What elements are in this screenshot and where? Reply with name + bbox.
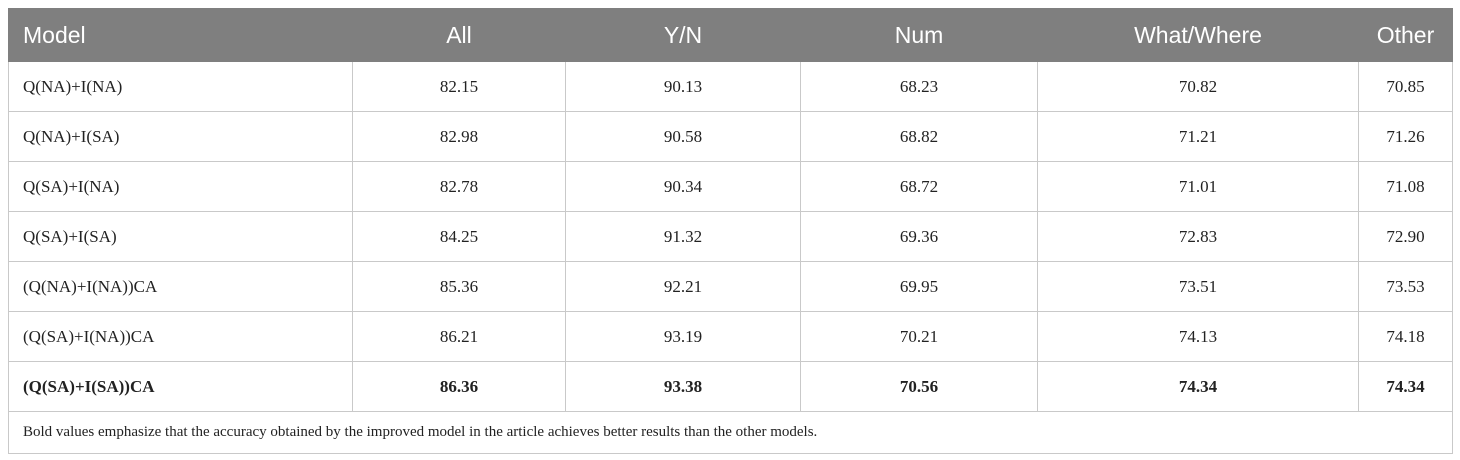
column-header: All: [352, 8, 566, 62]
model-cell: Q(SA)+I(NA): [8, 161, 353, 212]
value-cell: 69.95: [800, 261, 1038, 312]
value-cell: 72.83: [1037, 211, 1359, 262]
value-cell: 82.15: [352, 61, 566, 112]
column-header: Model: [8, 8, 353, 62]
table-row: Q(SA)+I(NA) 82.78 90.34 68.72 71.01 71.08: [8, 161, 1453, 212]
value-cell: 68.82: [800, 111, 1038, 162]
value-cell: 84.25: [352, 211, 566, 262]
table-row: (Q(NA)+I(NA))CA 85.36 92.21 69.95 73.51 73.53: [8, 261, 1453, 312]
value-cell: 86.36: [352, 361, 566, 412]
value-cell: 71.26: [1358, 111, 1453, 162]
column-header: Num: [800, 8, 1038, 62]
model-cell: (Q(SA)+I(NA))CA: [8, 311, 353, 362]
value-cell: 74.13: [1037, 311, 1359, 362]
footnote-row: Bold values emphasize that the accuracy …: [8, 411, 1453, 454]
value-cell: 69.36: [800, 211, 1038, 262]
value-cell: 73.51: [1037, 261, 1359, 312]
value-cell: 90.13: [565, 61, 801, 112]
column-header: Other: [1358, 8, 1453, 62]
table-row: (Q(SA)+I(SA))CA 86.36 93.38 70.56 74.34 74.34: [8, 361, 1453, 412]
footnote: Bold values emphasize that the accuracy …: [8, 411, 1453, 454]
value-cell: 92.21: [565, 261, 801, 312]
value-cell: 86.21: [352, 311, 566, 362]
value-cell: 68.23: [800, 61, 1038, 112]
table-body: Q(NA)+I(NA) 82.15 90.13 68.23 70.82 70.85 Q(NA…: [8, 61, 1453, 412]
model-cell: (Q(NA)+I(NA))CA: [8, 261, 353, 312]
value-cell: 85.36: [352, 261, 566, 312]
value-cell: 70.85: [1358, 61, 1453, 112]
value-cell: 91.32: [565, 211, 801, 262]
table-container: Model All Y/N Num What/Where Other Q(NA)+I(NA…: [8, 8, 1453, 454]
value-cell: 74.34: [1358, 361, 1453, 412]
header-row: Model All Y/N Num What/Where Other: [8, 8, 1453, 62]
value-cell: 90.58: [565, 111, 801, 162]
table-row: Q(NA)+I(NA) 82.15 90.13 68.23 70.82 70.85: [8, 61, 1453, 112]
value-cell: 74.34: [1037, 361, 1359, 412]
model-cell: (Q(SA)+I(SA))CA: [8, 361, 353, 412]
value-cell: 82.98: [352, 111, 566, 162]
value-cell: 93.38: [565, 361, 801, 412]
model-cell: Q(SA)+I(SA): [8, 211, 353, 262]
column-header: Y/N: [565, 8, 801, 62]
results-table: Model All Y/N Num What/Where Other Q(NA)+I(NA…: [8, 8, 1453, 454]
value-cell: 90.34: [565, 161, 801, 212]
value-cell: 71.08: [1358, 161, 1453, 212]
value-cell: 82.78: [352, 161, 566, 212]
model-cell: Q(NA)+I(SA): [8, 111, 353, 162]
value-cell: 70.21: [800, 311, 1038, 362]
value-cell: 70.56: [800, 361, 1038, 412]
table-row: (Q(SA)+I(NA))CA 86.21 93.19 70.21 74.13 74.18: [8, 311, 1453, 362]
table-row: Q(NA)+I(SA) 82.98 90.58 68.82 71.21 71.26: [8, 111, 1453, 162]
value-cell: 72.90: [1358, 211, 1453, 262]
column-header: What/Where: [1037, 8, 1359, 62]
value-cell: 71.01: [1037, 161, 1359, 212]
value-cell: 74.18: [1358, 311, 1453, 362]
value-cell: 73.53: [1358, 261, 1453, 312]
table-row: Q(SA)+I(SA) 84.25 91.32 69.36 72.83 72.90: [8, 211, 1453, 262]
value-cell: 70.82: [1037, 61, 1359, 112]
value-cell: 71.21: [1037, 111, 1359, 162]
value-cell: 68.72: [800, 161, 1038, 212]
value-cell: 93.19: [565, 311, 801, 362]
model-cell: Q(NA)+I(NA): [8, 61, 353, 112]
